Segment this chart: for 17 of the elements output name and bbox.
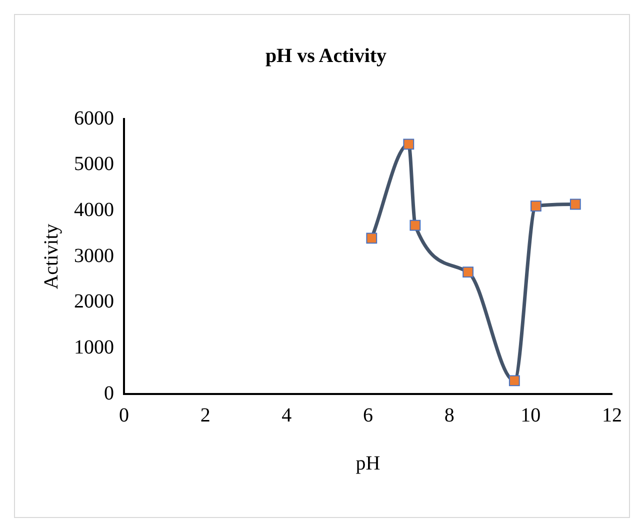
x-tick-label: 6 <box>363 404 373 426</box>
y-axis-title: Activity <box>40 224 62 290</box>
x-tick-label: 4 <box>282 404 292 426</box>
chart-title: pH vs Activity <box>265 45 387 68</box>
y-tick-label: 4000 <box>74 198 114 221</box>
y-tick-label: 0 <box>104 382 114 404</box>
x-tick-label: 0 <box>119 404 129 426</box>
x-axis-title: pH <box>356 452 380 474</box>
x-tick-label: 10 <box>520 404 541 426</box>
x-tick-label: 2 <box>200 404 210 426</box>
x-tick-label: 8 <box>444 404 454 426</box>
y-tick-label: 2000 <box>74 290 114 313</box>
y-tick-label: 5000 <box>74 153 114 176</box>
y-tick-label: 1000 <box>74 336 114 358</box>
x-tick-label: 12 <box>602 404 622 426</box>
y-tick-label: 3000 <box>74 244 114 267</box>
y-tick-label: 6000 <box>74 107 114 130</box>
